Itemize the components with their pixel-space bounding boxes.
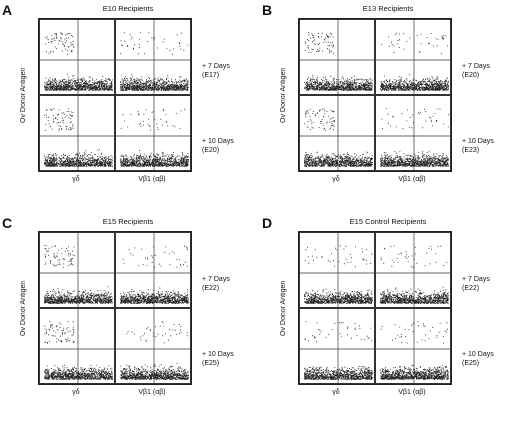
dot-plot-svg (300, 309, 374, 383)
panel-a: A E10 Recipients Ov Donor Antigen + 7 Days (… (2, 2, 252, 202)
y-axis-label: Ov Donor Antigen (20, 67, 27, 123)
dot-plot-svg (376, 233, 450, 307)
plot-vb-top (115, 19, 191, 95)
x-label-vb1: Vβ1 (αβ) (138, 176, 166, 183)
plot-gd-top (39, 232, 115, 308)
dot-plot-svg (116, 20, 190, 94)
panel-title: E15 Recipients (102, 217, 154, 226)
cell-dots (44, 108, 113, 167)
plot-vb-bottom (115, 308, 191, 384)
row-label-7-days: + 7 Days (202, 276, 230, 283)
x-label-gd: γδ (72, 176, 80, 183)
dot-plot-svg (40, 233, 114, 307)
cell-dots (44, 321, 113, 380)
x-label-gd: γδ (332, 176, 340, 183)
plot-vb-bottom (375, 95, 451, 171)
x-label-gd: γδ (72, 389, 80, 396)
dot-plot-svg (376, 20, 450, 94)
plot-grid (38, 18, 192, 172)
row-label-10-days-stage: (E25) (462, 360, 480, 367)
row-label-10-days: + 10 Days (202, 351, 234, 358)
x-label-vb1: Vβ1 (αβ) (398, 389, 426, 396)
dot-plot-svg (300, 20, 374, 94)
plot-grid (298, 231, 452, 385)
row-label-7-days: + 7 Days (462, 63, 490, 70)
plot-gd-top (299, 232, 375, 308)
cell-dots (44, 245, 113, 304)
plot-vb-top (375, 19, 451, 95)
row-label-7-days-stage: (E22) (202, 285, 220, 292)
plot-grid (298, 18, 452, 172)
dot-plot-svg (300, 233, 374, 307)
dot-plot-svg (116, 309, 190, 383)
dot-plot-svg (40, 96, 114, 170)
plot-gd-top (299, 19, 375, 95)
panel-title: E10 Recipients (102, 4, 154, 13)
y-axis-label: Ov Donor Antigen (280, 67, 287, 123)
row-label-7-days: + 7 Days (202, 63, 230, 70)
row-label-10-days: + 10 Days (462, 351, 494, 358)
x-label-gd: γδ (332, 389, 340, 396)
cell-dots (44, 32, 113, 91)
row-label-7-days-stage: (E22) (462, 285, 480, 292)
row-label-10-days: + 10 Days (202, 138, 234, 145)
panel-letter: B (262, 2, 273, 18)
cell-dots (380, 245, 449, 304)
panel-letter: C (2, 215, 13, 231)
dot-plot-svg (376, 96, 450, 170)
dot-plot-svg (376, 309, 450, 383)
cell-dots (304, 108, 373, 167)
row-label-7-days-stage: (E20) (462, 72, 480, 79)
panel-d: D E15 Control Recipients Ov Donor Antigen +… (262, 215, 512, 415)
dot-plot-svg (300, 96, 374, 170)
cell-dots (304, 245, 373, 304)
dot-plot-svg (116, 96, 190, 170)
cell-dots (120, 108, 189, 167)
cell-dots (380, 108, 449, 167)
row-label-10-days-stage: (E25) (202, 360, 220, 367)
y-axis-label: Ov Donor Antigen (280, 280, 287, 336)
plot-vb-top (115, 232, 191, 308)
plot-vb-bottom (375, 308, 451, 384)
y-axis-label: Ov Donor Antigen (20, 280, 27, 336)
panel-c: C E15 Recipients Ov Donor Antigen + 7 Days (… (2, 215, 252, 415)
plot-vb-bottom (115, 95, 191, 171)
x-label-vb1: Vβ1 (αβ) (138, 389, 166, 396)
plot-vb-top (375, 232, 451, 308)
panel-title: E13 Recipients (362, 4, 414, 13)
plot-gd-bottom (299, 308, 375, 384)
panel-letter: D (262, 215, 273, 231)
cell-dots (380, 32, 449, 91)
row-label-10-days-stage: (E20) (202, 147, 220, 154)
dot-plot-svg (116, 233, 190, 307)
row-label-10-days-stage: (E23) (462, 147, 480, 154)
plot-gd-top (39, 19, 115, 95)
row-label-7-days: + 7 Days (462, 276, 490, 283)
plot-gd-bottom (39, 95, 115, 171)
plot-gd-bottom (39, 308, 115, 384)
panel-b: B E13 Recipients Ov Donor Antigen + 7 Days (… (262, 2, 512, 202)
row-label-7-days-stage: (E17) (202, 72, 220, 79)
dot-plot-svg (40, 309, 114, 383)
panel-letter: A (2, 2, 13, 18)
row-label-10-days: + 10 Days (462, 138, 494, 145)
panel-title: E15 Control Recipients (349, 217, 427, 226)
dot-plot-svg (40, 20, 114, 94)
cell-dots (120, 245, 189, 304)
cell-dots (304, 32, 373, 91)
x-label-vb1: Vβ1 (αβ) (398, 176, 426, 183)
cell-dots (380, 321, 449, 380)
plot-gd-bottom (299, 95, 375, 171)
cell-dots (120, 32, 189, 91)
cell-dots (304, 321, 373, 380)
plot-grid (38, 231, 192, 385)
cell-dots (120, 321, 189, 380)
